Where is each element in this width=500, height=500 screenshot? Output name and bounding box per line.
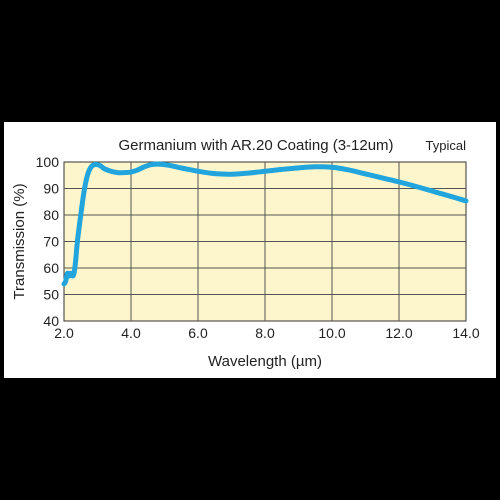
x-tick-label: 8.0 (255, 325, 275, 341)
y-tick-label: 40 (43, 313, 59, 329)
y-tick-label: 60 (43, 260, 59, 276)
chart-title: Germanium with AR.20 Coating (3-12um) (118, 137, 393, 154)
transmission-curve (61, 161, 469, 287)
x-tick-label: 12.0 (385, 325, 412, 341)
x-axis-label: Wavelength (µm) (208, 353, 322, 370)
series-layer (61, 161, 469, 287)
transmission-chart: Germanium with AR.20 Coating (3-12um) Ty… (11, 137, 480, 370)
y-axis-ticks: 40 50 60 70 80 90 100 (36, 154, 60, 329)
x-tick-label: 10.0 (318, 325, 345, 341)
y-tick-label: 100 (36, 154, 60, 170)
x-tick-label: 2.0 (54, 325, 74, 341)
x-axis-ticks: 2.0 4.0 6.0 8.0 10.0 12.0 14.0 (54, 325, 480, 341)
x-tick-label: 6.0 (188, 325, 208, 341)
chart-note: Typical (426, 138, 467, 153)
y-tick-label: 70 (43, 234, 59, 250)
y-tick-label: 50 (43, 287, 59, 303)
x-tick-label: 14.0 (452, 325, 479, 341)
grid-lines (64, 162, 466, 321)
x-tick-label: 4.0 (121, 325, 141, 341)
chart-card: Germanium with AR.20 Coating (3-12um) Ty… (4, 122, 496, 378)
y-tick-label: 80 (43, 207, 59, 223)
y-tick-label: 90 (43, 181, 59, 197)
y-axis-label: Transmission (%) (11, 183, 28, 299)
